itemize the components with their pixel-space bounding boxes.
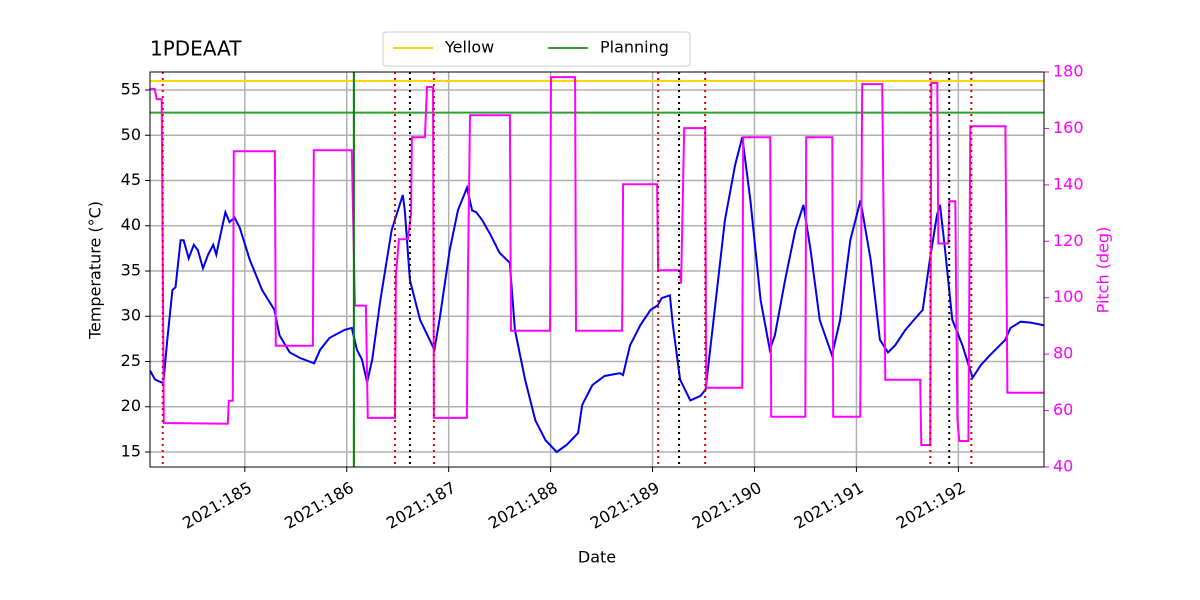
series-line [150, 136, 1044, 454]
y2-tick-label: 60 [1053, 400, 1073, 419]
y-tick-label: 25 [121, 351, 141, 370]
y-tick-label: 20 [121, 396, 141, 415]
y2-tick-label: 80 [1053, 344, 1073, 363]
series-line [150, 76, 1044, 446]
y-tick-label: 45 [121, 170, 141, 189]
y2-tick-label: 160 [1053, 118, 1084, 137]
y-tick-label: 15 [121, 441, 141, 460]
legend-label: Planning [600, 38, 669, 57]
legend-box [382, 31, 691, 67]
y-tick-label: 50 [121, 125, 141, 144]
x-axis-label: Date [578, 548, 616, 567]
chart-title: 1PDEAAT [150, 37, 242, 61]
legend-label: Yellow [444, 38, 494, 57]
y2-tick-label: 120 [1053, 231, 1084, 250]
plot-frame [149, 71, 1045, 468]
y-tick-label: 55 [121, 80, 141, 99]
y2-axis-label: Pitch (deg) [1094, 227, 1113, 314]
y2-tick-label: 140 [1053, 174, 1084, 193]
y-axis-label: Temperature (°C) [86, 201, 105, 340]
y-tick-label: 40 [121, 215, 141, 234]
y2-tick-label: 100 [1053, 287, 1084, 306]
y-tick-label: 35 [121, 260, 141, 279]
y-tick-label: 30 [121, 306, 141, 325]
y2-tick-label: 40 [1053, 457, 1073, 476]
y2-tick-label: 180 [1053, 62, 1084, 81]
